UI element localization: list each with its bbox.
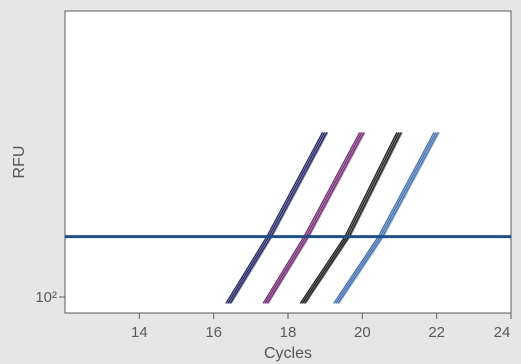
x-tick-label: 22 xyxy=(428,324,445,341)
x-tick-label: 18 xyxy=(280,324,297,341)
x-tick-label: 14 xyxy=(131,324,148,341)
x-tick-label: 24 xyxy=(494,324,511,341)
y-tick-label: 10² xyxy=(35,289,57,306)
x-tick-label: 20 xyxy=(354,324,371,341)
y-axis-label: RFU xyxy=(11,146,28,179)
y-axis-ticks: 10² xyxy=(35,289,65,306)
x-axis-ticks: 14 16 18 20 22 24 xyxy=(131,313,512,341)
x-axis-label: Cycles xyxy=(264,345,312,362)
x-tick-label: 16 xyxy=(205,324,222,341)
